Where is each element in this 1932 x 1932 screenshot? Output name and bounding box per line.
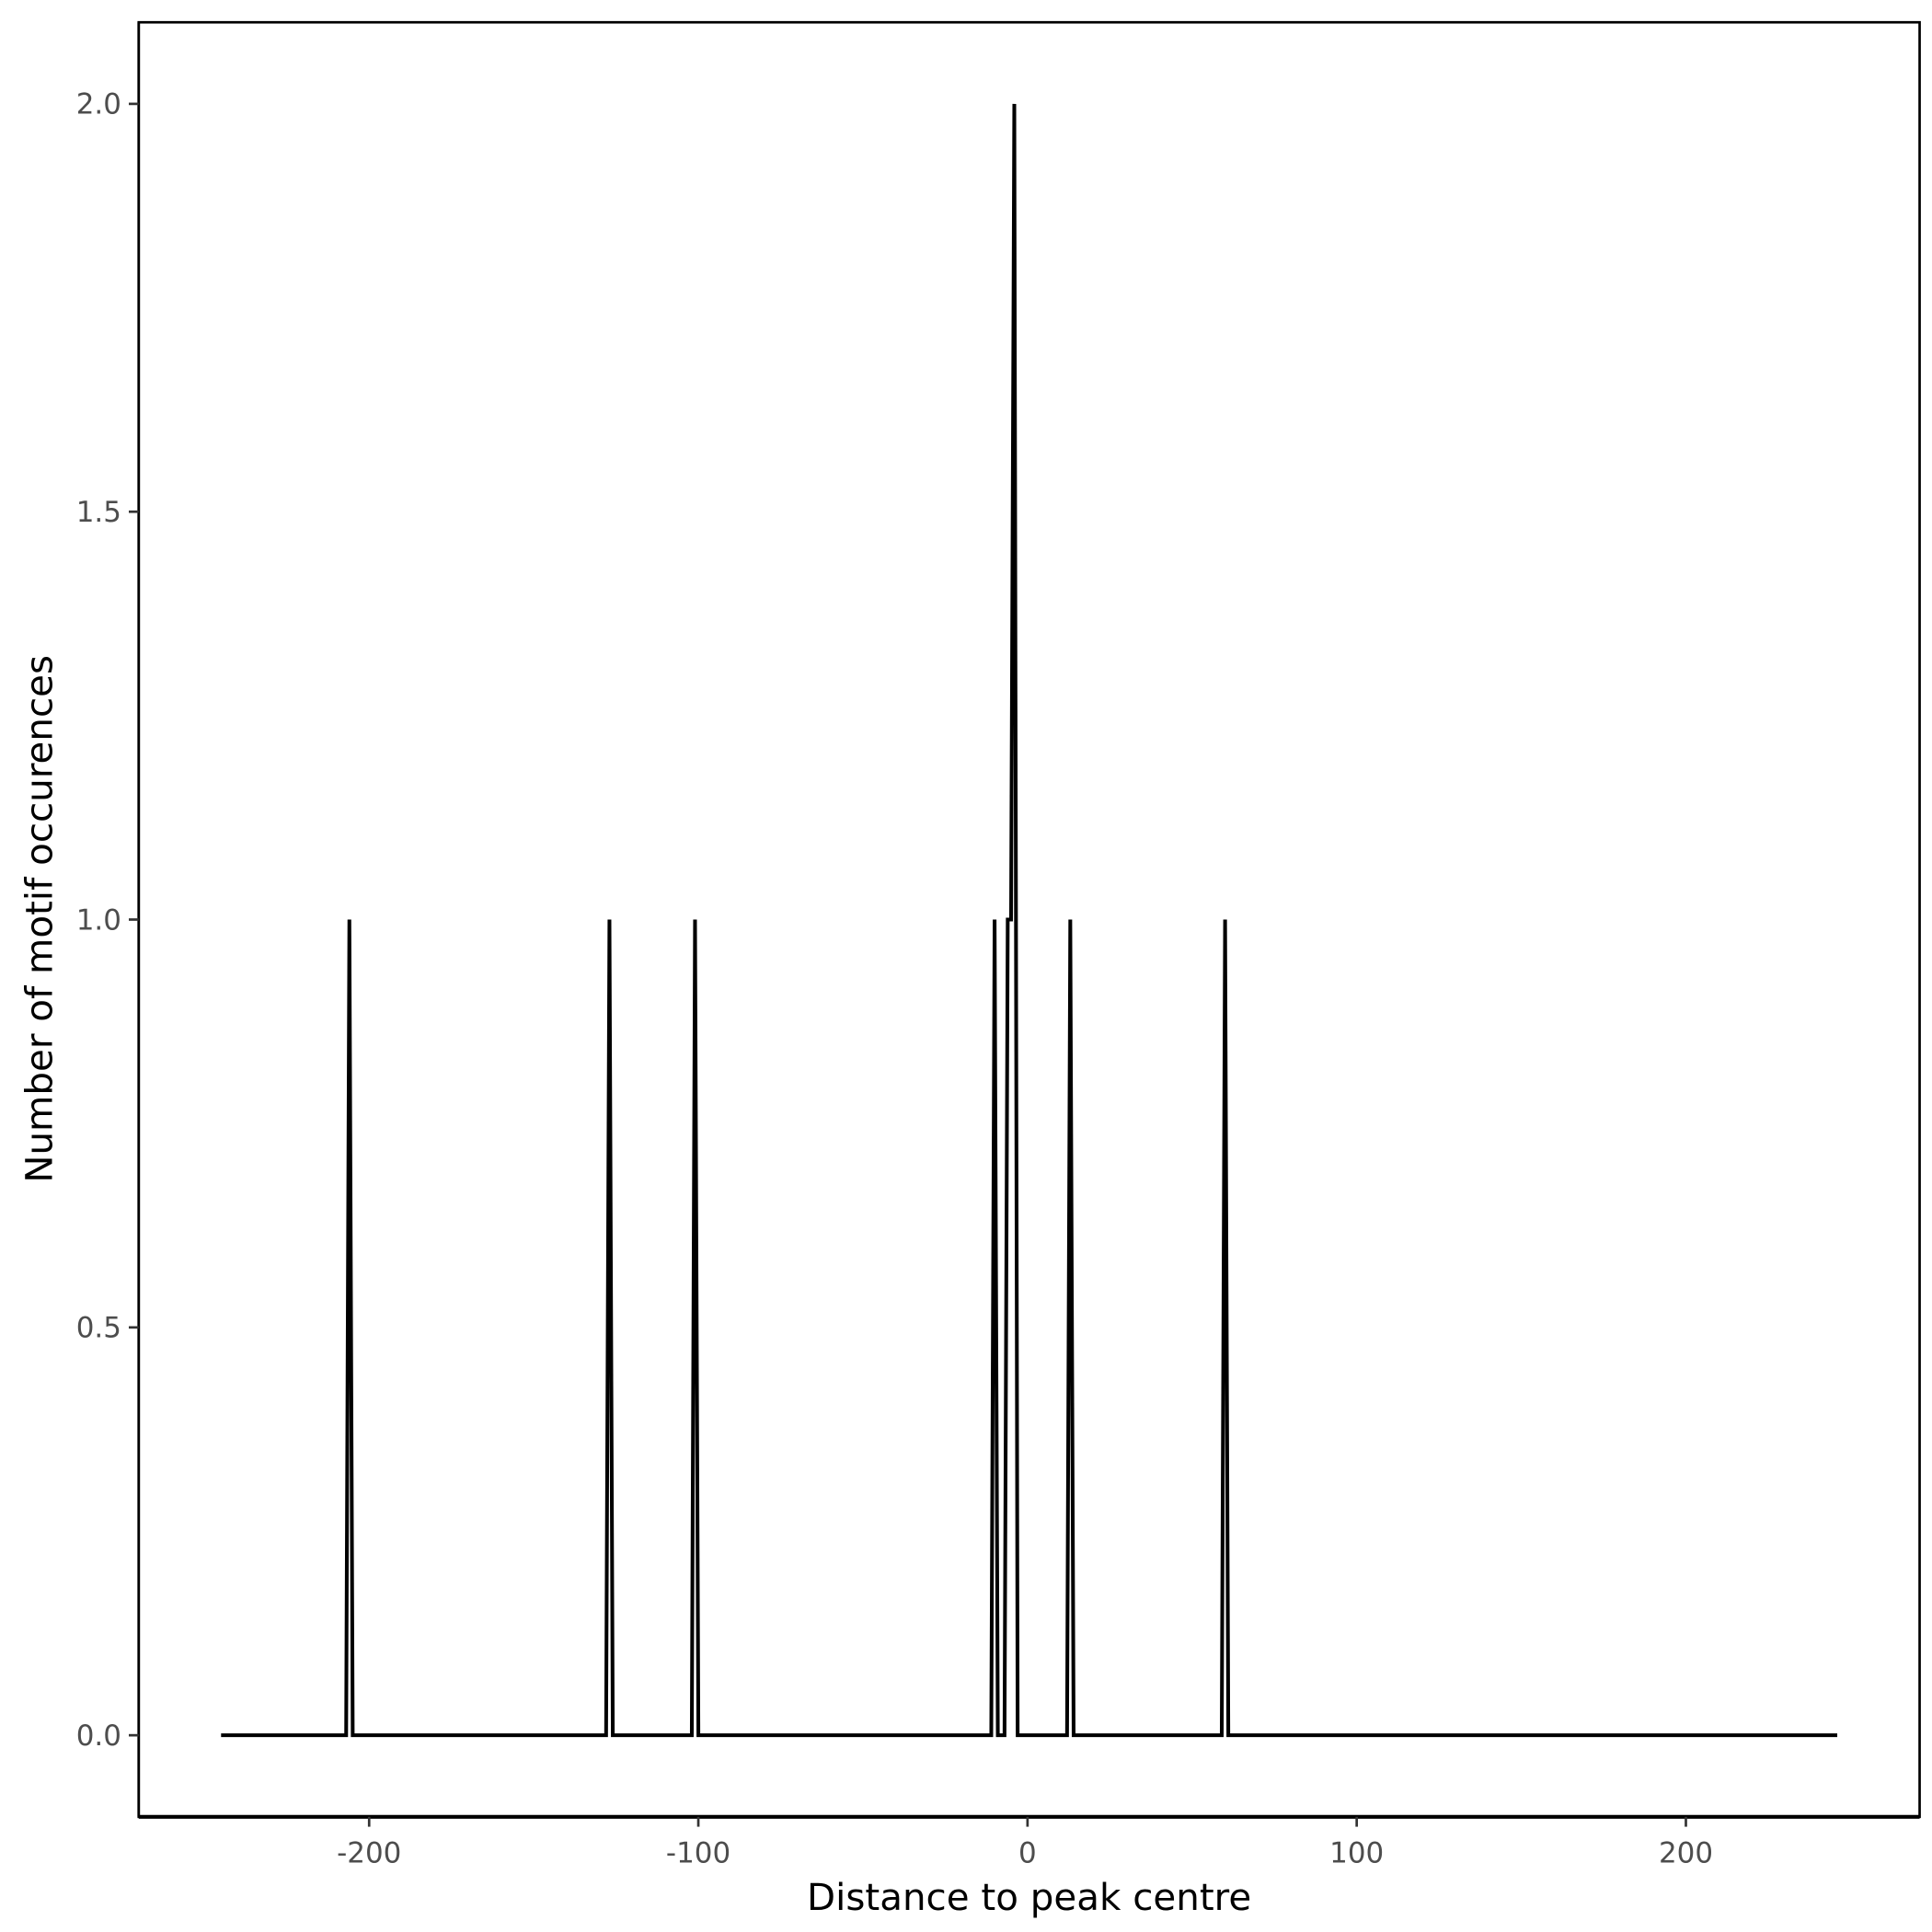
y-tick-label: 2.0 xyxy=(76,88,121,121)
y-ticks: 0.0 0.5 1.0 1.5 2.0 xyxy=(76,88,139,1753)
y-tick-label: 0.5 xyxy=(76,1312,121,1345)
y-tick-label: 1.5 xyxy=(76,496,121,529)
x-tick-label: 200 xyxy=(1659,1837,1713,1870)
x-ticks: -200 -100 0 100 200 xyxy=(337,1816,1713,1870)
x-tick-label: -100 xyxy=(666,1837,730,1870)
x-tick-label: -200 xyxy=(337,1837,401,1870)
y-tick-label: 1.0 xyxy=(76,903,121,937)
y-axis-title: Number of motif occurences xyxy=(18,655,62,1183)
series-line xyxy=(221,103,1838,1738)
x-tick-label: 0 xyxy=(1018,1837,1037,1870)
x-tick-label: 100 xyxy=(1329,1837,1384,1870)
plot-panel-border xyxy=(137,20,1921,1819)
y-tick-label: 0.0 xyxy=(76,1719,121,1753)
x-axis-title: Distance to peak centre xyxy=(807,1876,1251,1919)
